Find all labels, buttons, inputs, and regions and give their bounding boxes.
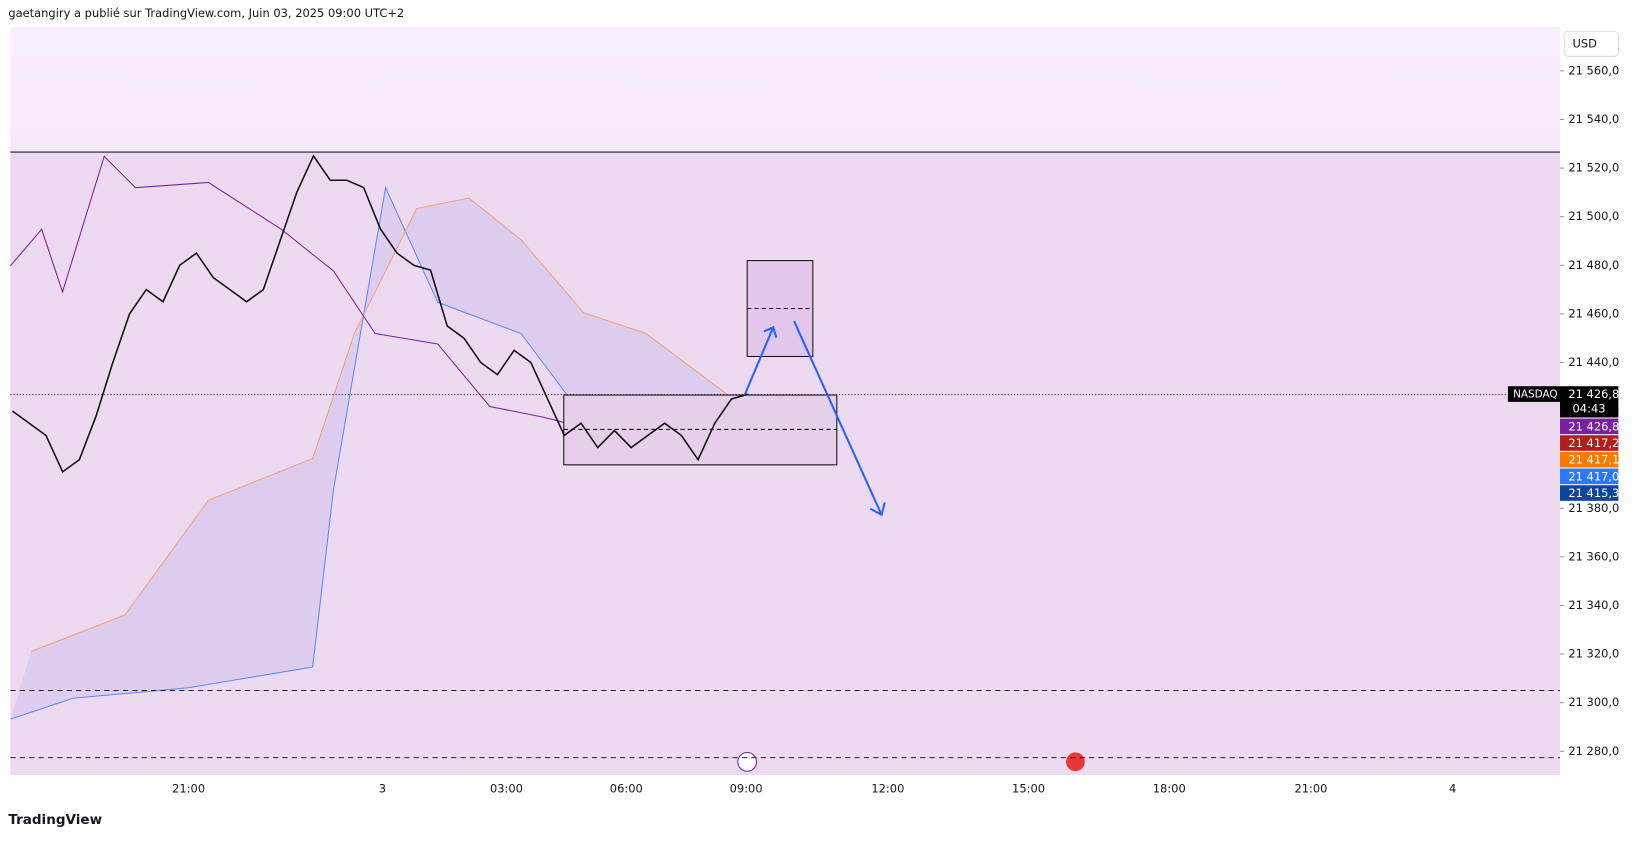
price-tag — [1560, 386, 1619, 418]
y-tick-label: 21 520,0 — [1568, 161, 1619, 175]
event-icon[interactable] — [737, 751, 758, 772]
y-tick-label: 21 540,0 — [1568, 112, 1619, 126]
y-tick-label: 21 340,0 — [1568, 598, 1619, 612]
price-tag — [1560, 418, 1619, 435]
symbol-tag — [1507, 386, 1561, 402]
y-tick-label: 21 300,0 — [1568, 695, 1619, 709]
currency: USD — [1573, 36, 1598, 50]
price-tag-label: 21 417,0 — [1568, 469, 1619, 483]
price-tag — [1560, 468, 1619, 485]
x-tick-label: 18:00 — [1153, 781, 1186, 795]
lagging — [10, 155, 751, 439]
header-title: gaetangiry a publié sur TradingView.com,… — [8, 6, 404, 20]
x-tick-label: 21:00 — [172, 781, 205, 795]
y-tick-label: 21 320,0 — [1568, 647, 1619, 661]
x-tick-label: 03:00 — [490, 781, 523, 795]
price-tag-label: 21 415,3 — [1568, 486, 1619, 500]
x-tick-label: 15:00 — [1012, 781, 1045, 795]
price-tag-label: 21 417,1 — [1568, 453, 1619, 467]
x-tick-label: 21:00 — [1294, 781, 1327, 795]
currency-box[interactable] — [1563, 30, 1619, 57]
countdown: 04:43 — [1573, 402, 1606, 416]
y-tick-label: 21 360,0 — [1568, 549, 1619, 563]
x-tick-label: 09:00 — [730, 781, 763, 795]
x-tick-label: 12:00 — [871, 781, 904, 795]
y-tick-label: 21 380,0 — [1568, 501, 1619, 515]
cloud — [10, 187, 834, 720]
price-tag — [1560, 435, 1619, 451]
brand: TradingView — [8, 812, 102, 828]
span-a — [31, 197, 834, 652]
price-tag-label: 21 417,2 — [1568, 436, 1619, 450]
price-tag — [1560, 485, 1619, 501]
price-tag-label: 21 426,8 — [1568, 419, 1619, 433]
price-line — [12, 154, 749, 474]
y-tick-label: 21 480,0 — [1568, 258, 1619, 272]
y-tick-label: 21 560,0 — [1568, 63, 1619, 77]
y-tick-label: 21 440,0 — [1568, 355, 1619, 369]
y-tick-label: 21 280,0 — [1568, 744, 1619, 758]
event-flag[interactable] — [1066, 752, 1085, 772]
arrow — [744, 320, 886, 517]
price-tag — [1560, 451, 1619, 468]
symbol: NASDAQ — [1513, 389, 1557, 401]
x-tick-label: 06:00 — [610, 781, 643, 795]
x-tick-label: 3 — [379, 781, 386, 795]
price-tag-label: 21 426,8 — [1568, 387, 1619, 401]
y-tick-label: 21 500,0 — [1568, 209, 1619, 223]
y-tick-label: 21 460,0 — [1568, 306, 1619, 320]
x-tick-label: 4 — [1449, 781, 1456, 795]
